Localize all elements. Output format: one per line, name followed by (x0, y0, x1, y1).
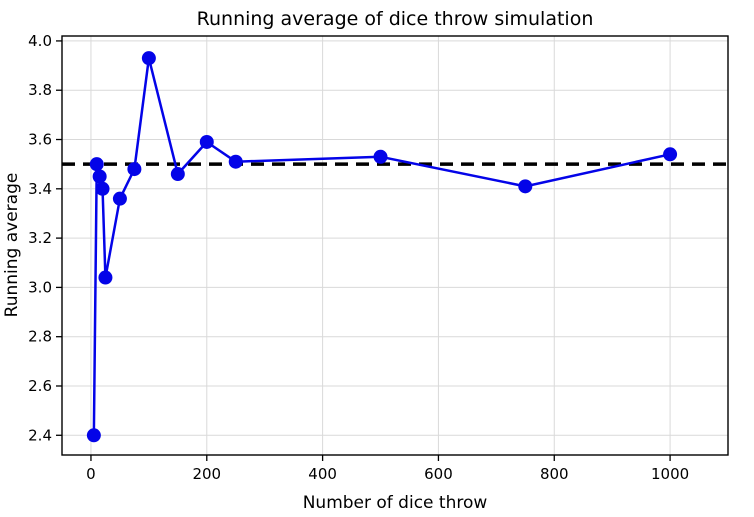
x-tick-label: 800 (540, 465, 569, 483)
plot-group: 0 200 400 600 800 1000 2.4 2.6 2.8 3.0 3.2 3.4 3.6 3.… (28, 32, 729, 483)
data-point (86, 428, 101, 443)
y-tick-label: 3.2 (28, 229, 52, 247)
data-point (98, 270, 113, 285)
plot-border (61, 35, 729, 456)
data-point (199, 134, 214, 149)
data-point (141, 51, 156, 66)
data-point (127, 162, 142, 177)
x-tick-label: 1000 (651, 465, 689, 483)
data-point (373, 149, 388, 164)
data-point (518, 179, 533, 194)
y-tick-label: 3.0 (28, 278, 52, 296)
data-point (663, 147, 678, 162)
series-line (92, 56, 671, 436)
x-tick-label: 0 (86, 465, 96, 483)
y-tick-label: 3.4 (28, 180, 52, 198)
data-point (92, 169, 107, 184)
y-tick-label: 2.8 (28, 328, 52, 346)
data-point (89, 157, 104, 172)
x-tick-label: 400 (308, 465, 337, 483)
x-tick-label: 200 (192, 465, 221, 483)
x-axis-label: Number of dice throw (303, 493, 488, 513)
y-axis-label: Running average (2, 173, 22, 318)
y-tick-label: 4.0 (28, 32, 52, 50)
y-tick-label: 3.8 (28, 81, 52, 99)
data-point (95, 181, 110, 196)
data-point (228, 154, 243, 169)
y-tick-label: 3.6 (28, 131, 52, 149)
y-tick-label: 2.6 (28, 377, 52, 395)
data-point (112, 191, 127, 206)
data-point (170, 167, 185, 182)
x-tick-label: 600 (424, 465, 453, 483)
y-tick-label: 2.4 (28, 426, 52, 444)
chart-title: Running average of dice throw simulation (197, 8, 594, 30)
